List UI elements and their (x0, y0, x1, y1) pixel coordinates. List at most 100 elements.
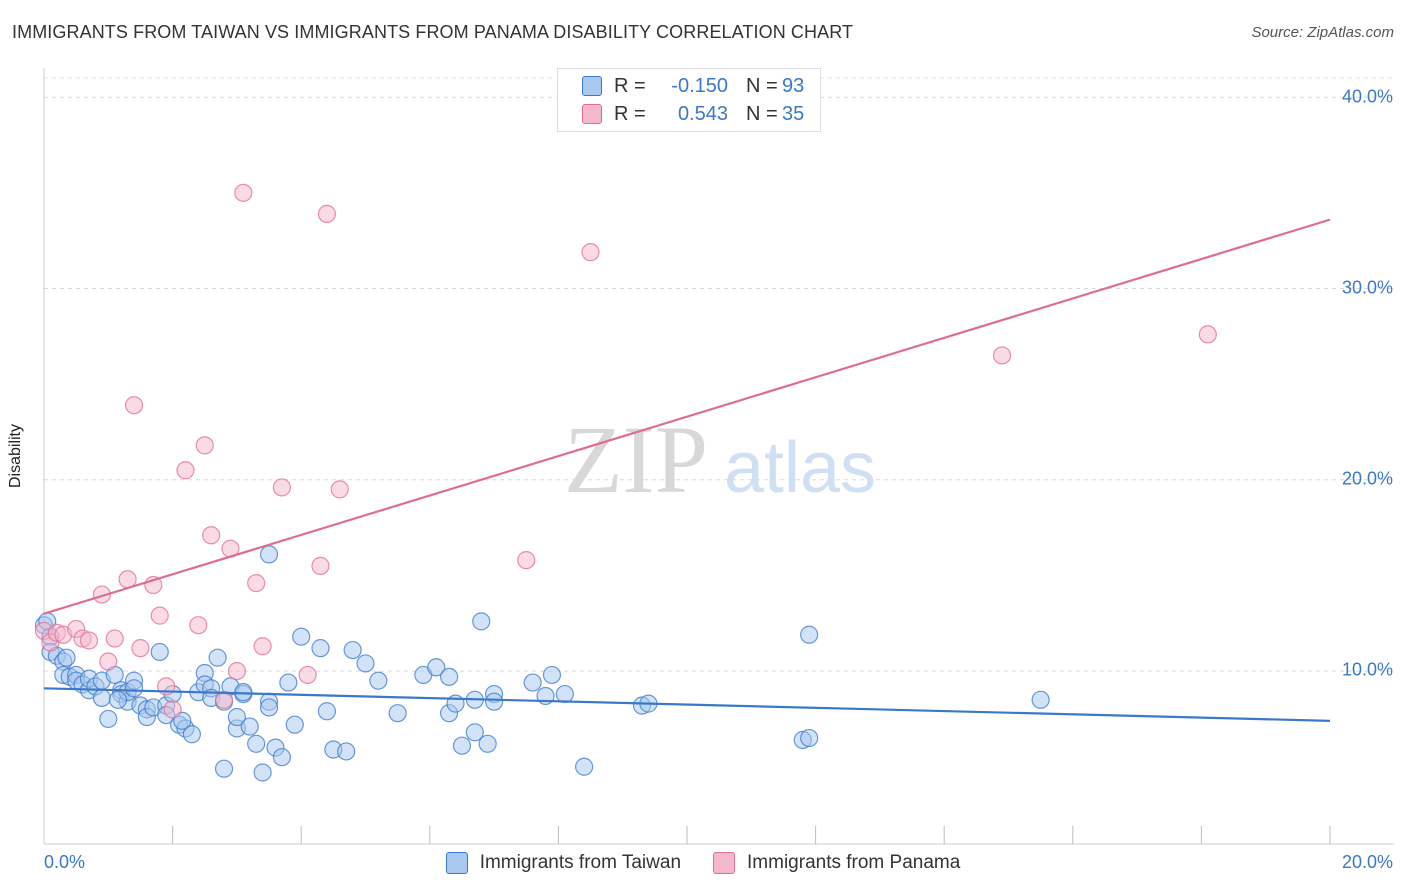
taiwan-point (259, 698, 279, 717)
n-label: N = (746, 102, 778, 125)
y-tick-label: 40.0% (1341, 86, 1393, 107)
watermark: ZIP atlas (564, 406, 876, 513)
x-tick-label-start: 0.0% (44, 852, 86, 872)
stats-legend: R = -0.150 N = 93 R = 0.543 N = 35 (557, 68, 821, 132)
panama-point (79, 631, 99, 650)
panama-point (124, 396, 144, 415)
taiwan-point (285, 715, 304, 734)
r-value: 0.543 (677, 102, 728, 125)
taiwan-point (1031, 690, 1050, 709)
taiwan-point (800, 625, 819, 644)
taiwan-point (427, 658, 446, 677)
legend-item-taiwan: Immigrants from Taiwan (445, 852, 682, 874)
y-tick-label: 30.0% (1341, 277, 1393, 298)
taiwan-point (253, 763, 272, 782)
taiwan-point (272, 748, 292, 767)
series-taiwan (34, 545, 1050, 782)
taiwan-point (478, 734, 497, 753)
panama-point (247, 574, 266, 593)
r-label: R = (614, 74, 646, 97)
taiwan-point (57, 648, 76, 667)
taiwan-point (485, 692, 504, 711)
panama-point (317, 204, 337, 223)
source-label: Source: ZipAtlas.com (1251, 24, 1394, 41)
taiwan-point (240, 717, 259, 736)
stats-row-panama: R = 0.543 N = 35 (582, 100, 804, 128)
panama-trend-line (43, 218, 1331, 615)
taiwan-point (259, 545, 279, 564)
taiwan-point (247, 734, 266, 753)
panama-point (189, 616, 208, 635)
trend-lines (43, 218, 1331, 722)
panama-point (581, 243, 600, 262)
taiwan-point (214, 759, 234, 778)
panama-point (234, 183, 253, 202)
legend-label-taiwan: Immigrants from Taiwan (479, 852, 682, 873)
panama-point (298, 665, 317, 685)
taiwan-point (292, 627, 311, 646)
taiwan-point (208, 648, 227, 667)
y-axis-label: Disability (7, 423, 24, 489)
taiwan-point (124, 679, 144, 698)
taiwan-point (92, 688, 111, 707)
legend-label-panama: Immigrants from Panama (747, 852, 961, 873)
watermark-atlas: atlas (724, 428, 876, 508)
r-label: R = (614, 102, 646, 125)
series-legend: Immigrants from Taiwan Immigrants from P… (0, 852, 1406, 874)
panama-point (517, 551, 536, 570)
taiwan-point (452, 736, 472, 755)
taiwan-point (523, 673, 542, 692)
axes (43, 68, 1394, 845)
panama-point (311, 556, 330, 575)
taiwan-point (439, 667, 459, 686)
panama-point (214, 690, 234, 709)
taiwan-point (472, 612, 491, 631)
x-tick-label-end: 20.0% (1341, 852, 1393, 872)
taiwan-point (337, 742, 356, 761)
panama-point (99, 652, 118, 671)
panama-point (272, 478, 292, 497)
taiwan-trend-line (43, 687, 1331, 722)
taiwan-point (388, 704, 407, 723)
taiwan-legend-swatch (445, 852, 468, 874)
taiwan-swatch (582, 76, 602, 96)
panama-legend-swatch (713, 852, 736, 874)
taiwan-point (182, 725, 201, 744)
panama-point (176, 461, 195, 480)
panama-point (92, 585, 111, 604)
y-tick-label: 10.0% (1341, 659, 1393, 680)
taiwan-point (227, 707, 246, 727)
series-panama (34, 183, 1217, 719)
watermark-zip: ZIP (564, 406, 708, 513)
panama-point (992, 346, 1012, 365)
chart-title: IMMIGRANTS FROM TAIWAN VS IMMIGRANTS FRO… (12, 22, 854, 42)
panama-point (1198, 325, 1217, 344)
gridlines (44, 77, 1394, 672)
panama-swatch (582, 104, 602, 124)
taiwan-point (465, 723, 484, 742)
panama-point (253, 637, 272, 656)
taiwan-point (317, 702, 337, 721)
taiwan-point (99, 709, 118, 729)
taiwan-point (343, 640, 362, 660)
taiwan-point (800, 728, 819, 748)
y-tick-label: 20.0% (1341, 468, 1393, 489)
panama-point (195, 436, 214, 455)
panama-point (330, 480, 349, 499)
panama-point (105, 629, 124, 648)
panama-point (131, 639, 150, 658)
panama-point (150, 606, 169, 625)
taiwan-point (575, 757, 594, 776)
n-value: 93 (782, 74, 805, 97)
taiwan-point (369, 671, 388, 690)
stats-row-taiwan: R = -0.150 N = 93 (582, 72, 804, 100)
panama-point (202, 526, 221, 545)
taiwan-point (108, 690, 128, 709)
n-label: N = (746, 74, 778, 97)
taiwan-point (356, 654, 375, 673)
taiwan-point (555, 684, 574, 704)
legend-item-panama: Immigrants from Panama (713, 852, 960, 874)
taiwan-point (311, 639, 330, 658)
n-value: 35 (782, 102, 805, 125)
